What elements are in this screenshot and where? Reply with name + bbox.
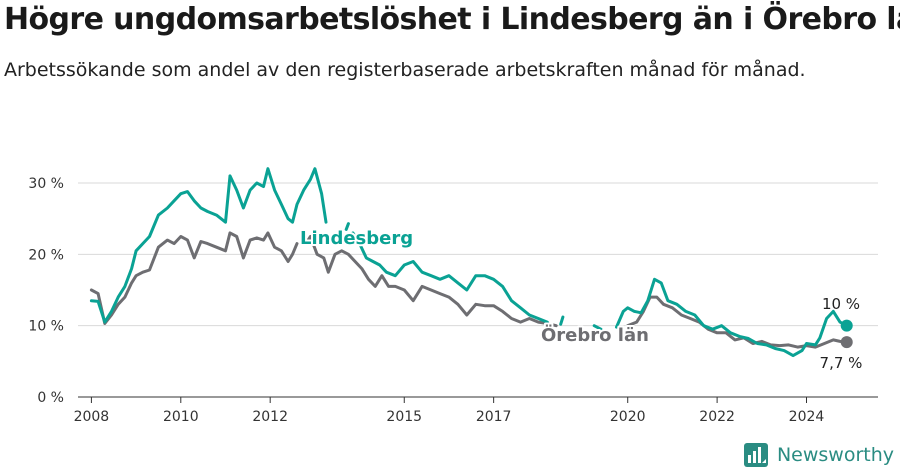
gridlines	[78, 182, 878, 327]
y-tick-label: 20 %	[28, 247, 64, 263]
orebro-line	[304, 235, 558, 328]
orebro-line	[89, 231, 299, 325]
x-tick-label: 2020	[610, 409, 646, 425]
lindesberg-line	[559, 315, 565, 326]
chart-title: Högre ungdomsarbetslöshet i Lindesberg ä…	[4, 2, 900, 37]
axes	[78, 396, 878, 403]
series-lines	[89, 167, 853, 358]
x-tick-label: 2010	[163, 409, 199, 425]
labels: 0 % 10 % 20 % 30 % 2008 2010 2012 2015 2017 2020 2…	[28, 176, 862, 425]
orebro-end-value: 7,7 %	[820, 354, 863, 372]
lindesberg-line	[351, 231, 549, 324]
chart-subtitle: Arbetssökande som andel av den registerb…	[4, 59, 806, 81]
lindesberg-series-label: Lindesberg	[300, 228, 413, 249]
lindesberg-line	[592, 324, 603, 331]
lindesberg-line	[89, 167, 328, 324]
orebro-series-label: Örebro län	[541, 324, 649, 346]
orebro-end-marker	[840, 336, 853, 349]
newsworthy-brand[interactable]: Newsworthy	[743, 442, 894, 468]
x-tick-label: 2017	[476, 409, 512, 425]
x-tick-label: 2022	[699, 409, 735, 425]
y-tick-label: 0 %	[37, 390, 64, 406]
orebro-line	[626, 295, 849, 349]
x-tick-label: 2024	[789, 409, 825, 425]
x-tick-label: 2008	[74, 409, 110, 425]
x-tick-label: 2012	[252, 409, 288, 425]
y-tick-label: 30 %	[28, 176, 64, 192]
x-tick-label: 2015	[386, 409, 422, 425]
lindesberg-end-value: 10 %	[822, 295, 860, 313]
lindesberg-line	[344, 222, 350, 231]
lindesberg-line	[615, 277, 849, 358]
newsworthy-brand-name: Newsworthy	[776, 444, 894, 466]
newsworthy-logo-icon	[743, 443, 768, 467]
lindesberg-end-marker	[840, 319, 853, 332]
y-tick-label: 10 %	[28, 319, 64, 335]
